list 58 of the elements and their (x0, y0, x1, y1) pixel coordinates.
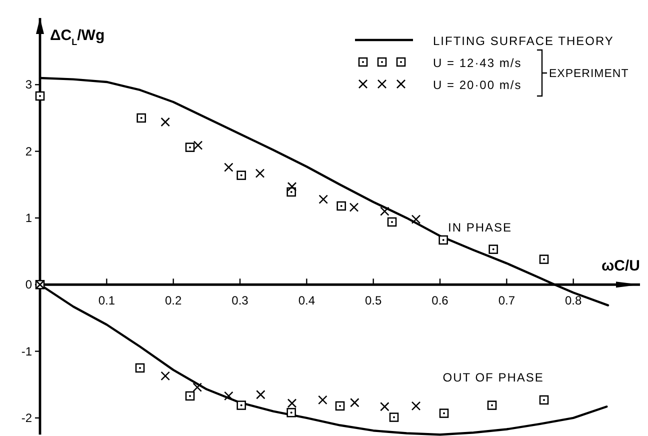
y-tick-label: 0 (25, 278, 32, 292)
y-tick-label: 2 (25, 144, 32, 158)
point (387, 217, 397, 227)
point (335, 401, 345, 411)
point (336, 201, 346, 211)
x-tick-label: 0.7 (498, 294, 516, 308)
point (318, 395, 328, 405)
y-tick-label: 1 (25, 210, 32, 225)
point (193, 140, 203, 150)
point (389, 412, 399, 422)
point (350, 398, 360, 408)
y-tick-label: 3 (25, 78, 32, 92)
point (380, 206, 390, 216)
point (185, 391, 195, 401)
x-tick-label: 0.2 (164, 294, 182, 308)
point (136, 113, 146, 123)
point (487, 400, 497, 410)
x-tick-label: 0.6 (432, 294, 449, 308)
point (287, 398, 297, 408)
point (539, 395, 549, 405)
point (192, 382, 202, 392)
legend-label: LIFTING SURFACE THEORY (433, 34, 614, 48)
legend-label: U = 20·00 m/s (433, 78, 522, 92)
point (349, 202, 359, 212)
point (539, 254, 549, 264)
annotation: EXPERIMENT (549, 68, 629, 80)
annotation: IN PHASE (448, 220, 512, 234)
point (438, 235, 448, 245)
point (236, 400, 246, 410)
x-tick-label: 0.4 (298, 294, 316, 308)
point (255, 168, 265, 178)
point (439, 408, 449, 418)
point (286, 408, 296, 418)
point (287, 182, 297, 192)
point (488, 244, 498, 254)
point (256, 390, 266, 400)
point (35, 91, 45, 101)
point (411, 214, 421, 224)
y-tick-label: -2 (21, 410, 32, 425)
point (160, 117, 170, 127)
point (224, 391, 234, 401)
legend-label: U = 12·43 m/s (433, 56, 522, 70)
y-axis-title: ΔC$_{L}$/Wg (50, 27, 105, 47)
x-tick-label: 0.1 (98, 294, 116, 308)
point (224, 162, 234, 172)
point (318, 194, 328, 204)
x-tick-label: 0.3 (232, 294, 249, 308)
point (411, 401, 421, 411)
annotation: OUT OF PHASE (442, 370, 544, 384)
x-tick-label: 0.8 (564, 294, 582, 308)
x-axis-title: ωC/U (601, 258, 640, 275)
point (160, 371, 170, 381)
point (380, 402, 390, 412)
y-tick-label: -1 (21, 344, 32, 358)
point (135, 363, 145, 373)
x-tick-label: 0.5 (364, 294, 382, 308)
point (236, 170, 246, 180)
point (185, 142, 195, 152)
